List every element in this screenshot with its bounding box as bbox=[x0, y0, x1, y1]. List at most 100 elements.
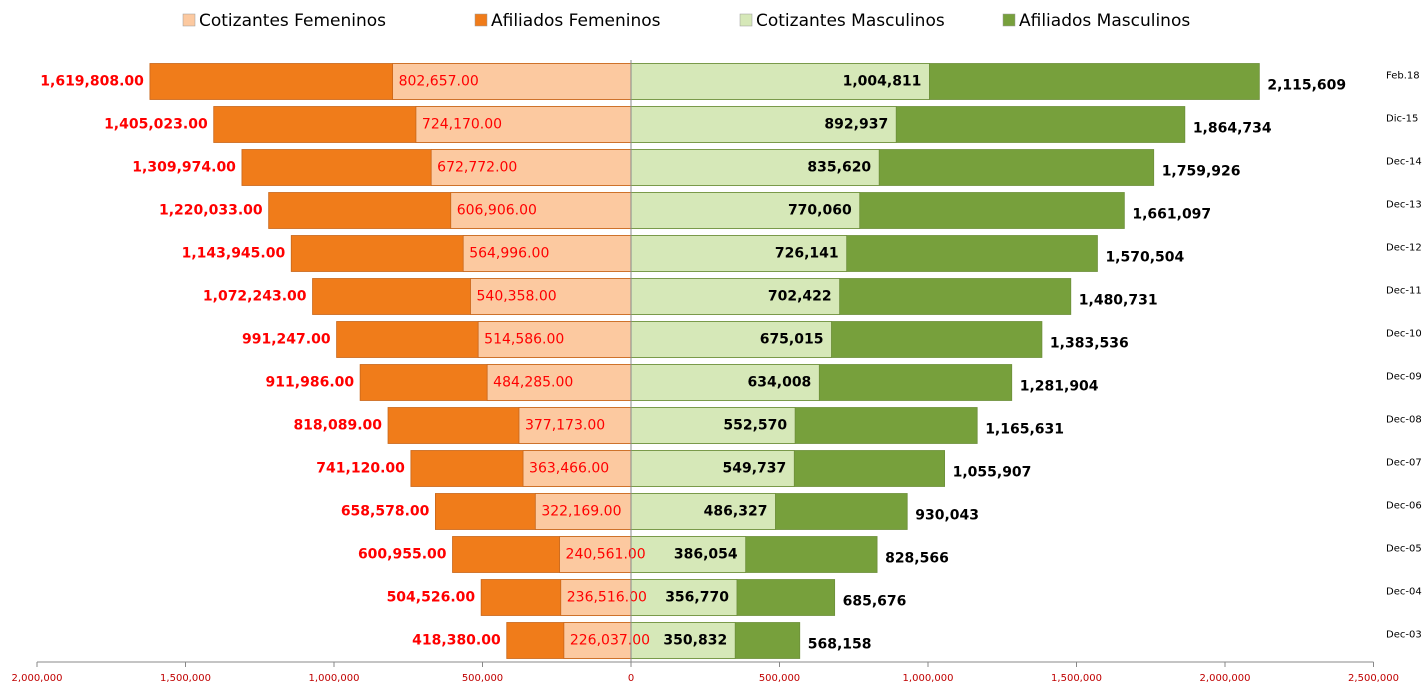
bar bbox=[430, 149, 632, 186]
category-label: Dec-07 bbox=[1386, 458, 1422, 469]
legend-label: Cotizantes Femeninos bbox=[199, 11, 386, 31]
value-label: 802,657.00 bbox=[399, 74, 479, 90]
value-label: 2,115,609 bbox=[1267, 78, 1346, 94]
bar bbox=[630, 278, 841, 315]
value-label: 672,772.00 bbox=[437, 160, 517, 176]
x-tick-label: 2,500,000 bbox=[1348, 673, 1399, 684]
value-label: 726,141 bbox=[775, 246, 839, 262]
bar bbox=[462, 235, 632, 272]
bar bbox=[630, 493, 776, 530]
x-tick-label: 0 bbox=[628, 673, 634, 684]
bar bbox=[630, 407, 796, 444]
bar bbox=[486, 364, 632, 401]
value-label: 991,247.00 bbox=[242, 332, 331, 348]
value-label: 911,986.00 bbox=[266, 375, 355, 391]
value-label: 386,054 bbox=[674, 547, 738, 563]
value-label: 564,996.00 bbox=[469, 246, 549, 262]
value-label: 240,561.00 bbox=[566, 547, 646, 563]
bar bbox=[630, 235, 848, 272]
bar bbox=[470, 278, 632, 315]
value-label: 540,358.00 bbox=[477, 289, 557, 305]
legend-swatch bbox=[1002, 13, 1016, 27]
x-tick-label: 500,000 bbox=[462, 673, 503, 684]
value-label: 236,516.00 bbox=[567, 590, 647, 606]
value-label: 514,586.00 bbox=[484, 332, 564, 348]
value-label: 322,169.00 bbox=[541, 504, 621, 520]
bar bbox=[518, 407, 632, 444]
category-label: Dec-06 bbox=[1386, 501, 1422, 512]
legend-label: Afiliados Femeninos bbox=[491, 11, 661, 31]
legend-swatch bbox=[182, 13, 196, 27]
x-tick-label: 2,000,000 bbox=[1200, 673, 1251, 684]
x-tick-label: 1,000,000 bbox=[309, 673, 360, 684]
value-label: 1,383,536 bbox=[1050, 336, 1129, 352]
value-label: 350,832 bbox=[663, 633, 727, 649]
value-label: 1,281,904 bbox=[1020, 379, 1099, 395]
value-label: 1,309,974.00 bbox=[132, 160, 236, 176]
bar bbox=[563, 622, 632, 659]
bar bbox=[630, 450, 795, 487]
legend-label: Cotizantes Masculinos bbox=[756, 11, 945, 31]
value-label: 226,037.00 bbox=[570, 633, 650, 649]
x-tick-label: 1,000,000 bbox=[903, 673, 954, 684]
bar bbox=[630, 536, 747, 573]
value-label: 685,676 bbox=[843, 594, 907, 610]
value-label: 484,285.00 bbox=[493, 375, 573, 391]
category-label: Dec-11 bbox=[1386, 286, 1422, 297]
value-label: 892,937 bbox=[824, 117, 888, 133]
category-label: Dec-09 bbox=[1386, 372, 1422, 383]
value-label: 1,661,097 bbox=[1132, 207, 1211, 223]
x-tick-label: 1,500,000 bbox=[160, 673, 211, 684]
value-label: 634,008 bbox=[748, 375, 812, 391]
value-label: 1,480,731 bbox=[1079, 293, 1158, 309]
category-label: Dic-15 bbox=[1386, 114, 1418, 125]
value-label: 377,173.00 bbox=[525, 418, 605, 434]
value-label: 675,015 bbox=[760, 332, 824, 348]
value-label: 1,619,808.00 bbox=[40, 74, 144, 90]
value-label: 363,466.00 bbox=[529, 461, 609, 477]
value-label: 828,566 bbox=[885, 551, 949, 567]
category-label: Dec-04 bbox=[1386, 587, 1422, 598]
legend-swatch bbox=[474, 13, 488, 27]
category-label: Dec-08 bbox=[1386, 415, 1422, 426]
value-label: 356,770 bbox=[665, 590, 729, 606]
category-label: Dec-13 bbox=[1386, 200, 1422, 211]
value-label: 486,327 bbox=[704, 504, 768, 520]
bar bbox=[559, 536, 632, 573]
category-label: Dec-03 bbox=[1386, 630, 1422, 641]
bar bbox=[630, 192, 861, 229]
x-tick-label: 2,000,000 bbox=[12, 673, 63, 684]
value-label: 1,864,734 bbox=[1193, 121, 1272, 137]
value-label: 835,620 bbox=[807, 160, 871, 176]
x-tick-label: 1,500,000 bbox=[1051, 673, 1102, 684]
bar bbox=[630, 63, 930, 100]
value-label: 552,570 bbox=[723, 418, 787, 434]
category-label: Dec-05 bbox=[1386, 544, 1422, 555]
bar bbox=[560, 579, 632, 616]
bar bbox=[477, 321, 632, 358]
value-label: 504,526.00 bbox=[387, 590, 476, 606]
category-label: Feb.18 bbox=[1386, 71, 1420, 82]
x-tick-label: 500,000 bbox=[759, 673, 800, 684]
category-label: Dec-14 bbox=[1386, 157, 1422, 168]
category-label: Dec-12 bbox=[1386, 243, 1422, 254]
value-label: 600,955.00 bbox=[358, 547, 447, 563]
value-label: 568,158 bbox=[808, 637, 872, 653]
bar bbox=[450, 192, 632, 229]
legend-label: Afiliados Masculinos bbox=[1019, 11, 1190, 31]
value-label: 741,120.00 bbox=[316, 461, 405, 477]
bar bbox=[415, 106, 632, 143]
bar bbox=[630, 149, 880, 186]
value-label: 1,759,926 bbox=[1162, 164, 1241, 180]
value-label: 770,060 bbox=[788, 203, 852, 219]
value-label: 1,220,033.00 bbox=[159, 203, 263, 219]
value-label: 1,004,811 bbox=[843, 74, 922, 90]
value-label: 658,578.00 bbox=[341, 504, 430, 520]
bar bbox=[630, 622, 736, 659]
bar bbox=[630, 579, 738, 616]
value-label: 1,570,504 bbox=[1105, 250, 1184, 266]
value-label: 418,380.00 bbox=[412, 633, 501, 649]
value-label: 724,170.00 bbox=[422, 117, 502, 133]
category-label: Dec-10 bbox=[1386, 329, 1422, 340]
